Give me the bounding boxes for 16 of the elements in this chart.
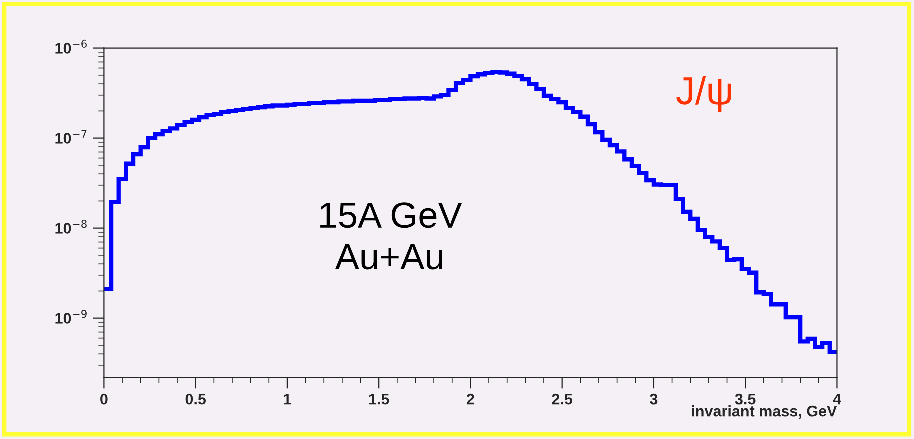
x-tick-label: 1.5 (369, 394, 390, 405)
x-tick-label: 2 (466, 394, 474, 405)
x-tick-label: 2.5 (552, 394, 573, 405)
x-axis-title: invariant mass, GeV (692, 406, 838, 419)
annotation: 15A GeV Au+Au (320, 202, 462, 270)
y-tick-label: 10$^{−6}$ (56, 40, 87, 54)
x-tick-label: 4 (833, 394, 842, 405)
y-tick-label: 10$^{−9}$ (56, 310, 87, 324)
y-tick-label: 10$^{−7}$ (56, 130, 87, 144)
x-tick-label: 1 (284, 394, 292, 405)
x-tick-label: 3.5 (735, 394, 756, 405)
x-tick-label: 0.5 (186, 394, 206, 405)
x-tick-label: 3 (650, 394, 658, 405)
annotation: J/ψ (676, 76, 732, 113)
x-tick-label: 0 (100, 394, 108, 405)
y-tick-label: 10$^{−8}$ (56, 220, 87, 234)
